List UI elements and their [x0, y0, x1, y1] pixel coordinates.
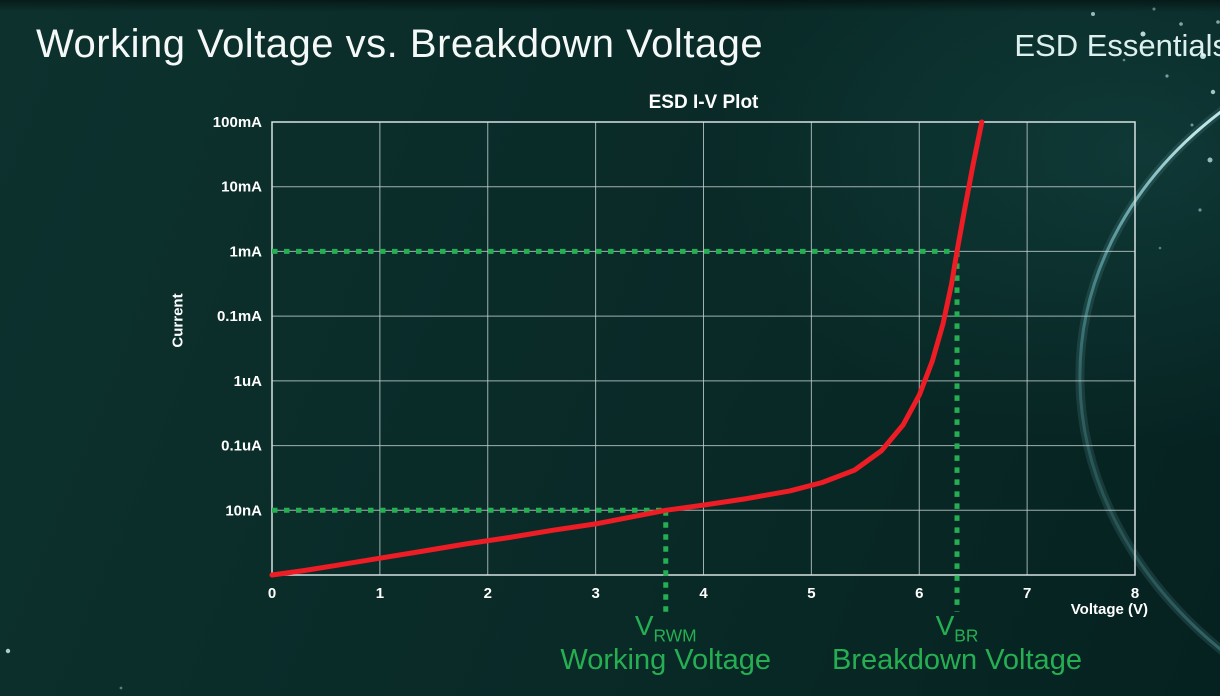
- y-tick-label: 0.1uA: [221, 438, 262, 455]
- swoosh-curve-glow: [1075, 106, 1220, 655]
- brand-text: ESD Essentials: [1014, 28, 1220, 63]
- sparkle-dot: [1207, 157, 1213, 163]
- x-tick-label: 4: [699, 585, 708, 602]
- working-voltage-symbol: VRWM: [635, 610, 697, 647]
- x-tick-label: 3: [591, 585, 599, 602]
- sparkle-dot: [1140, 31, 1146, 37]
- symbol-subscript: RWM: [653, 625, 697, 646]
- sparkle-dot: [1122, 58, 1126, 62]
- page-title: Working Voltage vs. Breakdown Voltage: [36, 22, 764, 66]
- y-tick-label: 10mA: [221, 179, 262, 196]
- swoosh-curve: [1078, 110, 1220, 651]
- symbol-letter: V: [935, 610, 955, 641]
- y-axis-title: Current: [169, 293, 187, 348]
- sparkle-dot: [1210, 89, 1216, 95]
- sparkle-dot: [1200, 53, 1206, 59]
- iv-curve: [269, 119, 985, 578]
- breakdown-voltage-caption: Breakdown Voltage: [832, 644, 1082, 676]
- x-axis-title: Voltage (V): [1070, 601, 1148, 618]
- sparkle-dot: [1158, 246, 1162, 250]
- y-tick-label: 1mA: [229, 243, 262, 260]
- symbol-subscript: BR: [954, 625, 979, 646]
- y-tick-label: 0.1mA: [217, 308, 262, 325]
- x-tick-label: 0: [268, 585, 276, 602]
- sparkle-dot: [1179, 22, 1183, 26]
- symbol-letter: V: [634, 610, 654, 641]
- sparkle-dot: [1152, 7, 1156, 11]
- plot-border: [271, 121, 1136, 576]
- y-tick-label: 1uA: [234, 373, 263, 390]
- sparkle-dot: [1165, 74, 1169, 78]
- working-voltage-caption: Working Voltage: [560, 644, 772, 676]
- sparkle-dot: [1198, 208, 1202, 212]
- x-tick-label: 5: [807, 585, 815, 602]
- sparkle-dot: [5, 648, 11, 654]
- x-tick-label: 8: [1131, 585, 1139, 602]
- sparkle-dot: [1190, 123, 1194, 127]
- sparkle-dot: [1091, 12, 1095, 16]
- chart-title: ESD I-V Plot: [648, 92, 759, 113]
- breakdown-voltage-symbol: VBR: [936, 610, 979, 647]
- y-tick-label: 100mA: [213, 114, 262, 131]
- sparkle-dot: [1216, 20, 1220, 24]
- x-tick-label: 7: [1023, 585, 1031, 602]
- sparkle-dot: [119, 686, 123, 690]
- x-tick-label: 2: [484, 585, 492, 602]
- x-tick-label: 1: [376, 585, 384, 602]
- y-tick-label: 10nA: [225, 502, 262, 519]
- x-tick-label: 6: [915, 585, 923, 602]
